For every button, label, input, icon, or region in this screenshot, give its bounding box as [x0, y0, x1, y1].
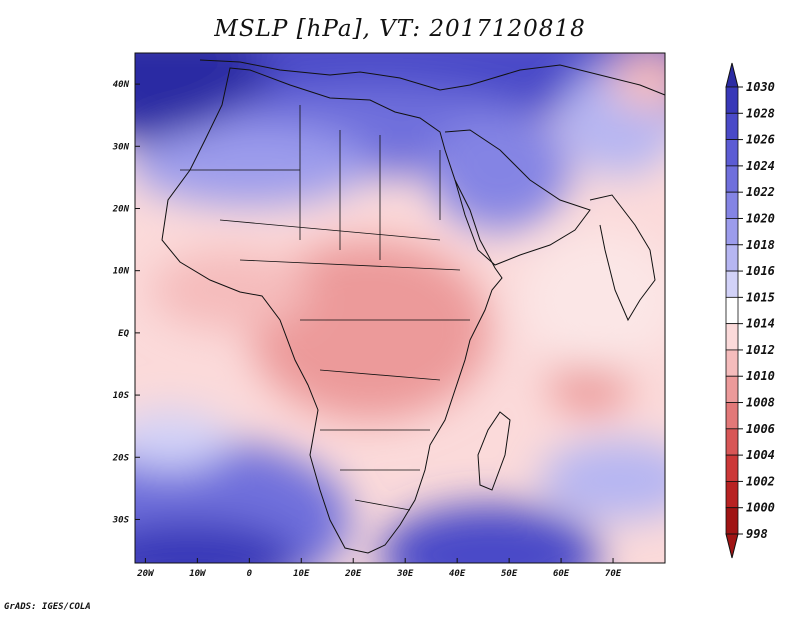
colorbar-level-label: 1022: [746, 185, 775, 199]
lon-tick-label: 10E: [293, 569, 310, 579]
colorbar-swatch: [725, 86, 739, 114]
colorbar-level-label: 1015: [746, 290, 775, 304]
pressure-field: [135, 53, 665, 563]
colorbar-swatch: [725, 402, 739, 430]
colorbar-bottom-arrow: [725, 533, 739, 559]
border-lines: [180, 105, 470, 511]
map-title: MSLP [hPa], VT: 2017120818: [214, 16, 586, 42]
colorbar-swatch: [725, 323, 739, 351]
colorbar-level-label: 1026: [746, 133, 775, 147]
colorbar-swatch: [725, 507, 739, 535]
lat-tick-label: 10N: [113, 267, 130, 277]
lat-tick-label: 20N: [112, 204, 130, 214]
colorbar-level-label: 1012: [746, 343, 775, 357]
colorbar-swatch: [725, 296, 739, 325]
madagascar-coastline: [477, 411, 511, 491]
colorbar-level-label: 1000: [746, 501, 775, 515]
colorbar-level-label: 1014: [746, 317, 775, 331]
lon-tick-label: 10W: [189, 569, 207, 579]
latitude-ticks: 40N 30N 20N 10N EQ 10S 20S 30S: [112, 80, 140, 525]
colorbar-level-label: 1016: [746, 264, 775, 278]
lon-tick-label: 0: [247, 569, 253, 579]
colorbar-swatch: [725, 270, 739, 298]
colorbar-level-label: 1018: [746, 238, 775, 252]
india-coastline: [589, 194, 656, 322]
longitude-ticks: 20W 10W 0 10E 20E 30E 40E 50E 60E 70E: [136, 558, 622, 579]
lon-tick-label: 30E: [396, 569, 414, 579]
colorbar-swatch: [725, 454, 739, 482]
colorbar-swatch: [725, 428, 739, 456]
colorbar-level-label: 1008: [746, 396, 775, 410]
colorbar-swatch: [725, 244, 739, 272]
grads-credit: GrADS: IGES/COLA: [4, 602, 91, 612]
colorbar-swatch: [725, 139, 739, 167]
colorbar-level-label: 1004: [746, 448, 775, 462]
map-frame: [134, 52, 666, 564]
lon-tick-label: 60E: [553, 569, 570, 579]
colorbar-level-label: 1010: [746, 369, 775, 383]
europe-coastline: [199, 59, 666, 96]
lat-tick-label: 20S: [112, 453, 130, 463]
colorbar-level-label: 1002: [746, 474, 775, 488]
colorbar: 1030 1028 1026 1024 1022 1020 1018 1016 1015 1014…: [725, 62, 775, 559]
lon-tick-label: 50E: [501, 569, 518, 579]
colorbar-level-label: 1020: [746, 211, 775, 225]
colorbar-level-label: 1030: [746, 80, 775, 94]
lat-tick-label: 40N: [113, 80, 130, 90]
colorbar-level-label: 1024: [746, 159, 775, 173]
lon-tick-label: 70E: [605, 569, 622, 579]
colorbar-swatch: [725, 481, 739, 509]
colorbar-level-label: 1028: [746, 106, 775, 120]
lon-tick-label: 20W: [136, 569, 155, 579]
lat-tick-label: 30S: [112, 515, 130, 525]
colorbar-level-label: 1006: [746, 422, 775, 436]
colorbar-swatch: [725, 218, 739, 246]
lon-tick-label: 40E: [449, 569, 466, 579]
colorbar-swatch: [725, 165, 739, 193]
colorbar-swatch: [725, 349, 739, 377]
colorbar-swatch: [725, 112, 739, 140]
coastlines: [161, 59, 666, 554]
colorbar-swatch: [725, 375, 739, 403]
lat-tick-label: 10S: [113, 391, 130, 401]
lon-tick-label: 20E: [344, 569, 362, 579]
lat-tick-label: 30N: [112, 142, 130, 152]
colorbar-top-arrow: [725, 62, 739, 88]
africa-coastline: [161, 67, 503, 554]
arabia-coastline: [444, 129, 591, 266]
lat-tick-label: EQ: [118, 329, 129, 339]
colorbar-level-label: 998: [746, 527, 768, 541]
colorbar-swatch: [725, 191, 739, 219]
